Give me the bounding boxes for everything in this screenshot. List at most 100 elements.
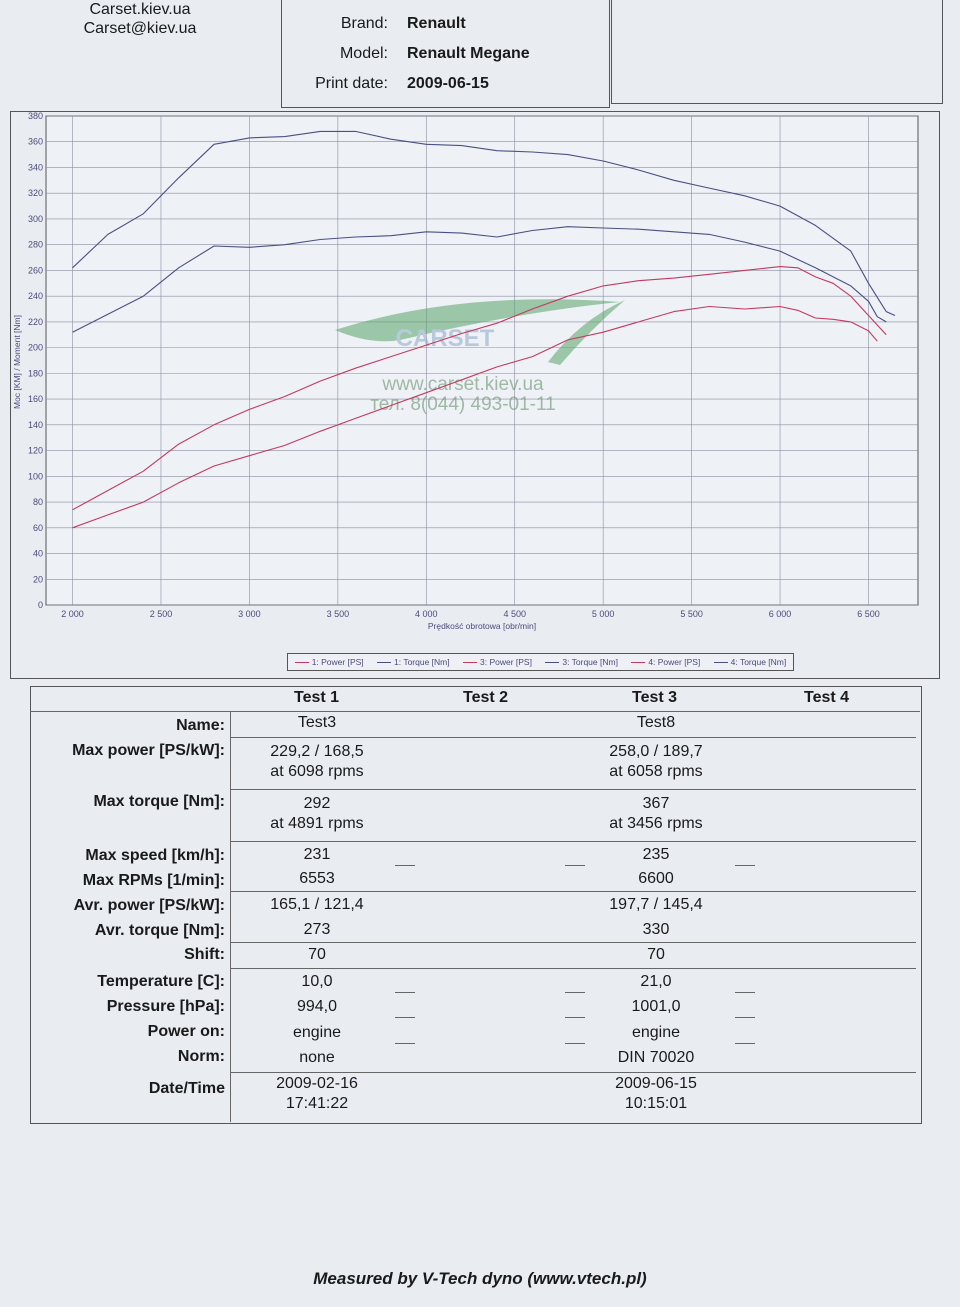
- test3-max-speed: 235: [642, 846, 670, 863]
- label-pressure: Pressure [hPa]:: [106, 998, 225, 1015]
- footer-note: Measured by V-Tech dyno (www.vtech.pl): [313, 1269, 647, 1288]
- blank-info-box: [611, 0, 943, 104]
- test3-max-torque-at: at 3456 rpms: [609, 815, 703, 832]
- test1-max-rpms: 6553: [299, 870, 335, 887]
- y-tick-label: 180: [28, 368, 43, 378]
- legend-swatch: [463, 661, 477, 663]
- results-table: [30, 686, 922, 1124]
- empty-dash: [735, 1043, 755, 1044]
- contact-block: Carset.kiev.ua Carset@kiev.ua: [60, 0, 220, 38]
- test1-shift: 70: [308, 946, 326, 963]
- label-avr-torque: Avr. torque [Nm]:: [94, 922, 225, 939]
- y-tick-label: 0: [38, 600, 43, 610]
- test3-avr-power: 197,7 / 145,4: [609, 896, 703, 913]
- y-tick-label: 240: [28, 291, 43, 301]
- y-tick-label: 300: [28, 214, 43, 224]
- x-tick-label: 3 000: [238, 609, 261, 619]
- col-header-test2: Test 2: [463, 689, 509, 706]
- legend-item: 1: Power [PS]: [294, 657, 364, 667]
- test3-temperature: 21,0: [640, 973, 672, 990]
- empty-dash: [735, 992, 755, 993]
- table-rule: [230, 789, 916, 790]
- vehicle-info-box: Brand: Renault Model: Renault Megane Pri…: [281, 0, 610, 108]
- test1-time: 17:41:22: [285, 1095, 349, 1112]
- label-max-torque: Max torque [Nm]:: [93, 793, 225, 810]
- y-tick-label: 60: [33, 523, 43, 533]
- chart-series: [72, 130, 896, 529]
- label-avr-power: Avr. power [PS/kW]:: [73, 897, 225, 914]
- test3-max-power: 258,0 / 189,7: [609, 743, 703, 760]
- test3-date: 2009-06-15: [615, 1075, 697, 1092]
- test1-power-on: engine: [292, 1024, 342, 1041]
- test1-date: 2009-02-16: [276, 1075, 358, 1092]
- table-rule: [30, 711, 920, 712]
- test1-avr-torque: 273: [303, 921, 331, 938]
- test1-temperature: 10,0: [301, 973, 333, 990]
- test1-avr-power: 165,1 / 121,4: [270, 896, 364, 913]
- print-date-label: Print date:: [315, 75, 388, 92]
- x-tick-label: 2 000: [61, 609, 84, 619]
- legend-swatch: [545, 661, 560, 663]
- watermark-swoosh: [335, 299, 620, 342]
- y-tick-label: 380: [28, 111, 43, 121]
- test3-time: 10:15:01: [624, 1095, 688, 1112]
- model-value: Renault Megane: [407, 45, 530, 62]
- legend-item: 3: Torque [Nm]: [545, 657, 618, 667]
- empty-dash: [565, 992, 585, 993]
- test1-pressure: 994,0: [296, 998, 338, 1015]
- label-temperature: Temperature [C]:: [97, 973, 225, 990]
- empty-dash: [735, 1017, 755, 1018]
- label-max-speed: Max speed [km/h]:: [85, 847, 225, 864]
- label-norm: Norm:: [177, 1048, 225, 1065]
- test3-shift: 70: [647, 946, 665, 963]
- test3-max-rpms: 6600: [638, 870, 674, 887]
- x-tick-label: 5 000: [592, 609, 615, 619]
- table-rule: [230, 711, 231, 1122]
- series-line: [72, 305, 878, 529]
- test3-pressure: 1001,0: [631, 998, 681, 1015]
- table-rule: [230, 891, 916, 892]
- label-max-rpms: Max RPMs [1/min]:: [82, 872, 225, 889]
- legend-swatch: [377, 661, 392, 663]
- brand-value: Renault: [407, 15, 466, 32]
- chart-grid: [45, 115, 919, 606]
- watermark-site: www.carset.kiev.ua: [381, 374, 544, 395]
- empty-dash: [735, 865, 755, 866]
- contact-site: Carset.kiev.ua: [89, 1, 191, 18]
- print-date-value: 2009-06-15: [407, 75, 489, 92]
- model-label: Model:: [339, 45, 388, 62]
- label-name: Name:: [176, 717, 225, 734]
- series-line: [72, 130, 896, 317]
- table-rule: [230, 841, 916, 842]
- legend-swatch: [294, 661, 309, 663]
- y-tick-label: 120: [28, 446, 43, 456]
- y-tick-label: 40: [33, 549, 43, 559]
- label-shift: Shift:: [184, 946, 225, 963]
- y-tick-label: 160: [28, 394, 43, 404]
- test1-max-torque-at: at 4891 rpms: [270, 815, 364, 832]
- test3-norm: DIN 70020: [617, 1049, 695, 1066]
- x-axis-label: Prędkość obrotowa [obr/min]: [428, 621, 536, 631]
- series-line: [72, 226, 887, 333]
- x-tick-label: 4 000: [415, 609, 438, 619]
- dyno-chart-frame: [10, 111, 940, 679]
- col-header-test3: Test 3: [632, 689, 678, 706]
- empty-dash: [565, 865, 585, 866]
- series-line: [72, 266, 887, 511]
- col-header-test1: Test 1: [294, 689, 340, 706]
- test3-avr-torque: 330: [642, 921, 670, 938]
- x-tick-label: 6 000: [769, 609, 792, 619]
- x-tick-label: 3 500: [327, 609, 350, 619]
- label-datetime: Date/Time: [148, 1080, 225, 1097]
- dyno-chart: 0 20 40 60 80 100 120 140 160 180 200 220 240 260 280 3…: [12, 111, 919, 631]
- table-rule: [230, 942, 916, 943]
- x-tick-label: 5 500: [680, 609, 703, 619]
- y-tick-label: 100: [28, 471, 43, 481]
- legend-item: 4: Torque [Nm]: [713, 657, 786, 667]
- empty-dash: [395, 1043, 415, 1044]
- carset-watermark: CARSET www.carset.kiev.ua тел. 8(044) 49…: [335, 299, 625, 415]
- label-power-on: Power on:: [147, 1023, 225, 1040]
- y-tick-labels: 0 20 40 60 80 100 120 140 160 180 200 220 240 260 280 3…: [28, 111, 43, 610]
- test3-max-power-at: at 6058 rpms: [609, 763, 703, 780]
- test1-name: Test3: [297, 714, 337, 731]
